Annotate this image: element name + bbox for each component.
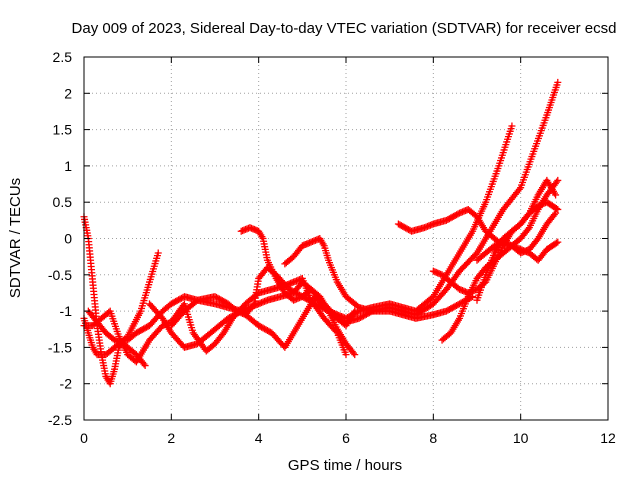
data-point-marker [554, 176, 562, 184]
series-12 [473, 209, 560, 264]
data-point-marker [550, 211, 558, 219]
data-point-marker [552, 191, 560, 199]
data-point-marker [552, 205, 560, 213]
series-3 [84, 307, 149, 370]
series-6 [237, 224, 359, 359]
y-tick-label: -0.5 [48, 267, 72, 283]
data-point-marker [553, 178, 561, 186]
data-point-marker [552, 209, 560, 217]
data-point-marker [249, 301, 257, 309]
y-tick-label: -2.5 [48, 412, 72, 428]
data-point-marker [524, 225, 532, 233]
data-point-marker [515, 185, 523, 193]
series-7 [281, 235, 477, 322]
data-point-marker [154, 249, 162, 257]
series-1 [80, 249, 162, 359]
y-tick-label: 1 [64, 158, 72, 174]
data-points [80, 78, 562, 388]
y-tick-label: 2 [64, 85, 72, 101]
x-tick-label: 12 [600, 430, 616, 446]
data-point-marker [349, 349, 357, 357]
data-point-marker [554, 238, 562, 246]
data-point-marker [554, 205, 562, 213]
data-point-marker [351, 351, 359, 359]
axis-ticks: 0 2 4 6 8 10 12 -2.5 -2 -1.5 -1 -0.5 0 0.5 1 1.5 2 2.5 [48, 49, 616, 446]
chart-title: Day 009 of 2023, Sidereal Day-to-day VTE… [72, 20, 617, 37]
y-tick-label: 1.5 [53, 122, 73, 138]
series-11 [473, 176, 560, 304]
y-tick-label: -1 [60, 303, 73, 319]
x-tick-label: 4 [255, 430, 263, 446]
y-axis-label: SDTVAR / TECUs [7, 178, 24, 298]
y-tick-label: 0.5 [53, 194, 73, 210]
y-tick-label: -1.5 [48, 339, 72, 355]
x-tick-label: 2 [167, 430, 175, 446]
x-tick-label: 8 [429, 430, 437, 446]
data-point-marker [140, 360, 148, 368]
x-tick-label: 0 [80, 430, 88, 446]
data-point-marker [342, 351, 350, 359]
x-tick-label: 10 [513, 430, 529, 446]
data-point-marker [552, 239, 560, 247]
data-point-marker [554, 78, 562, 86]
data-point-marker [141, 362, 149, 370]
y-tick-label: 2.5 [53, 49, 73, 65]
x-tick-label: 6 [342, 430, 350, 446]
y-tick-label: -2 [60, 376, 73, 392]
y-tick-label: 0 [64, 231, 72, 247]
data-point-marker [508, 122, 516, 130]
data-point-marker [524, 211, 532, 219]
x-axis-label: GPS time / hours [288, 457, 402, 474]
